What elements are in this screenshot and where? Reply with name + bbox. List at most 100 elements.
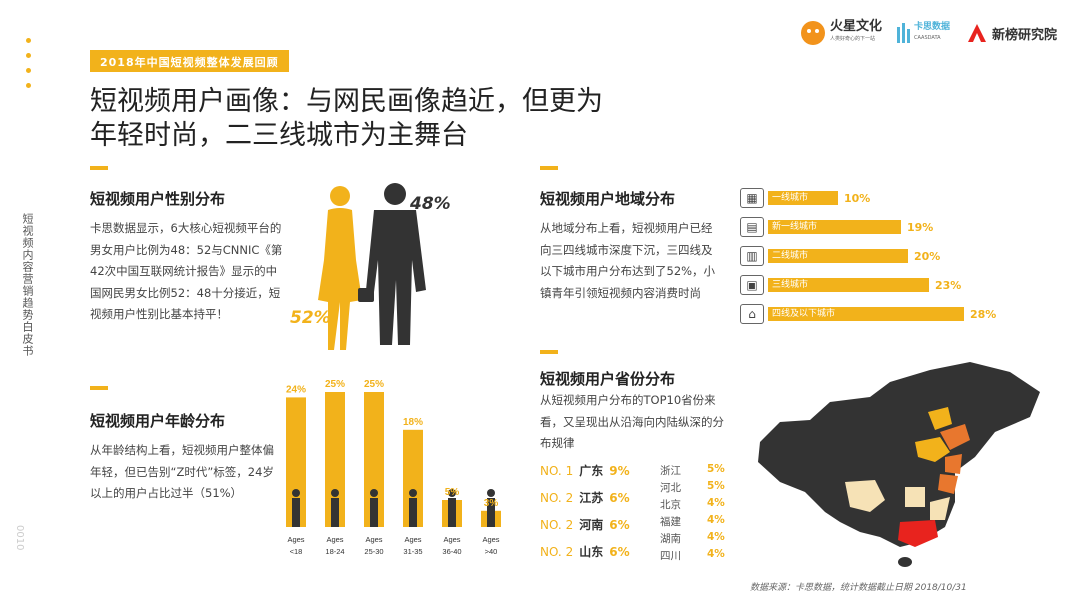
province-other-pct: 5%: [707, 463, 725, 475]
building-icon: ⌂: [740, 304, 764, 324]
province-rank-item: NO. 2 江苏 6%: [540, 491, 630, 505]
person-icon: [370, 489, 378, 527]
age-axis-prefix: Ages: [404, 535, 421, 544]
age-axis-prefix: Ages: [326, 535, 343, 544]
person-icon: [292, 489, 300, 527]
age-bar: [325, 392, 345, 527]
age-axis-prefix: Ages: [287, 535, 304, 544]
age-description: 从年龄结构上看，短视频用户整体偏年轻，但已告别“Z时代”标签，24岁以上的用户占…: [90, 443, 274, 500]
province-description: 从短视频用户分布的TOP10省份来看，又呈现出从沿海向内陆纵深的分布规律: [540, 393, 724, 450]
region-bar: 三线城市: [768, 278, 929, 292]
map-hebei: [928, 407, 952, 430]
age-tick-label: 31-35: [403, 547, 422, 556]
building-icon: ▤: [740, 217, 764, 237]
age-value-label: 25%: [325, 379, 345, 390]
province-other-pct: 4%: [707, 514, 725, 526]
region-title-bar: [540, 166, 558, 170]
province-rank-item: NO. 1 广东 9%: [540, 464, 630, 478]
person-icon: [409, 489, 417, 527]
female-percentage: 52%: [290, 308, 331, 328]
building-icon: ▣: [740, 275, 764, 295]
person-icon: [331, 489, 339, 527]
province-other-pct: 4%: [707, 548, 725, 560]
province-other-name: 河北: [660, 482, 681, 494]
building-icon: ▦: [740, 188, 764, 208]
huoxing-logo-icon: [801, 21, 825, 45]
age-value-label: 5%: [445, 487, 460, 498]
age-bar: [403, 429, 423, 527]
province-other-name: 湖南: [660, 533, 681, 545]
region-bar: 二线城市: [768, 249, 908, 263]
province-other-name: 四川: [660, 550, 681, 562]
region-bar: 新一线城市: [768, 220, 901, 234]
age-title-bar: [90, 386, 108, 390]
gender-description: 卡思数据显示，6大核心短视频平台的男女用户比例为48：52与CNNIC《第42次…: [90, 221, 283, 321]
section-tag: 2018年中国短视频整体发展回顾: [90, 50, 289, 72]
logo-xinbang: 新榜研究院: [966, 18, 1057, 48]
region-row: ▥ 二线城市 20%: [740, 244, 940, 268]
female-silhouette-icon: [318, 186, 362, 350]
male-percentage: 48%: [410, 194, 451, 214]
region-row: ▤ 新一线城市 19%: [740, 215, 933, 239]
province-other-pct: 5%: [707, 480, 725, 492]
gender-title-bar: [90, 166, 108, 170]
age-tick-label: 25-30: [364, 547, 383, 556]
region-value-label: 20%: [914, 249, 941, 263]
person-icon: [487, 489, 495, 527]
age-bar: [364, 392, 384, 527]
age-value-label: 18%: [403, 417, 423, 428]
building-icon: ▥: [740, 246, 764, 266]
page-title-line2: 年轻时尚，二三线城市为主舞台: [90, 120, 468, 151]
gender-silhouettes: [318, 183, 426, 350]
map-shandong: [940, 424, 970, 450]
age-value-label: 3%: [484, 498, 499, 509]
map-sichuan: [845, 480, 885, 512]
data-source-note: 数据来源：卡思数据，统计数据截止日期 2018/10/31: [750, 583, 967, 593]
province-other-pct: 4%: [707, 497, 725, 509]
region-bar: 四线及以下城市: [768, 307, 964, 321]
province-other-pct: 4%: [707, 531, 725, 543]
province-rank-item: NO. 2 河南 6%: [540, 518, 630, 532]
age-axis-prefix: Ages: [365, 535, 382, 544]
province-title: 短视频用户省份分布: [540, 370, 676, 388]
region-value-label: 10%: [844, 191, 871, 205]
region-description: 从地域分布上看，短视频用户已经向三四线城市深度下沉，三四线及以下城市用户分布达到…: [540, 221, 716, 300]
logo1-name: 火星文化: [830, 19, 883, 34]
logo2-name: 卡思数据: [914, 22, 951, 32]
province-other-name: 北京: [660, 499, 681, 511]
logo-caasdata: 卡思数据 CAASDATA: [896, 18, 950, 48]
region-value-label: 23%: [935, 278, 962, 292]
person-icon: [448, 489, 456, 527]
age-value-label: 25%: [364, 379, 384, 390]
age-tick-label: 36-40: [442, 547, 461, 556]
page-title-line1: 短视频用户画像：与网民画像趋近，但更为: [90, 86, 603, 117]
age-title: 短视频用户年龄分布: [90, 412, 226, 430]
logo-huoxing: 火星文化 人类好奇心的下一站: [800, 18, 882, 48]
map-hunan: [905, 487, 925, 507]
age-axis-prefix: Ages: [443, 535, 460, 544]
page-title: 短视频用户画像：与网民画像趋近，但更为 年轻时尚，二三线城市为主舞台: [90, 85, 630, 153]
xinbang-logo-icon: [968, 24, 986, 42]
male-silhouette-icon: [358, 183, 426, 345]
region-row: ▣ 三线城市 23%: [740, 273, 961, 297]
province-title-bar: [540, 350, 558, 354]
china-province-map: [758, 362, 1040, 567]
map-hainan: [898, 557, 912, 567]
vertical-report-title: 短视频内容营销趋势白皮书: [21, 213, 34, 357]
region-value-label: 28%: [970, 307, 997, 321]
map-henan-region: [915, 437, 950, 462]
province-other-name: 福建: [660, 516, 681, 528]
logo2-sub: CAASDATA: [914, 35, 941, 41]
map-guangdong: [898, 520, 938, 547]
map-fujian: [930, 497, 950, 520]
age-value-label: 24%: [286, 384, 306, 395]
caasdata-logo-icon: [897, 23, 910, 43]
age-tick-label: 18-24: [325, 547, 344, 556]
region-row: ▦ 一线城市 10%: [740, 186, 870, 210]
age-bar: [286, 397, 306, 527]
province-rank-item: NO. 2 山东 6%: [540, 545, 630, 559]
page-number: 0010: [14, 525, 25, 551]
gender-title: 短视频用户性别分布: [90, 190, 226, 208]
age-axis-prefix: Ages: [482, 535, 499, 544]
age-tick-label: <18: [290, 547, 303, 556]
